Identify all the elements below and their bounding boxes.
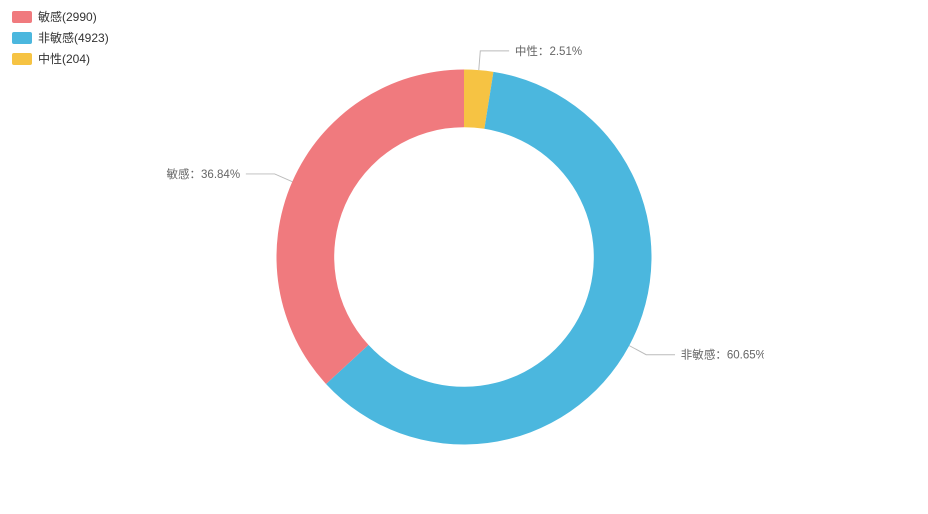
chart-legend: 敏感(2990) 非敏感(4923) 中性(204) xyxy=(12,8,109,71)
donut-chart-container: 中性：2.51% 非敏感：60.65% 敏感：36.84% xyxy=(164,7,764,507)
slice-label-non_sensitive: 非敏感：60.65% xyxy=(681,348,764,362)
legend-label: 中性(204) xyxy=(38,50,90,67)
slice-sensitive[interactable] xyxy=(277,69,465,383)
slice-label-sensitive: 敏感：36.84% xyxy=(166,167,240,181)
legend-swatch xyxy=(12,32,32,44)
legend-label: 非敏感(4923) xyxy=(38,29,109,46)
legend-item-neutral[interactable]: 中性(204) xyxy=(12,50,109,67)
leader-line xyxy=(629,346,675,355)
legend-label: 敏感(2990) xyxy=(38,8,97,25)
legend-item-sensitive[interactable]: 敏感(2990) xyxy=(12,8,109,25)
donut-chart: 中性：2.51% 非敏感：60.65% 敏感：36.84% xyxy=(164,7,764,507)
leader-line xyxy=(246,174,292,182)
slice-label-neutral: 中性：2.51% xyxy=(515,44,582,58)
legend-swatch xyxy=(12,11,32,23)
legend-item-non_sensitive[interactable]: 非敏感(4923) xyxy=(12,29,109,46)
leader-line xyxy=(479,51,509,70)
legend-swatch xyxy=(12,53,32,65)
donut-slices xyxy=(277,69,652,444)
